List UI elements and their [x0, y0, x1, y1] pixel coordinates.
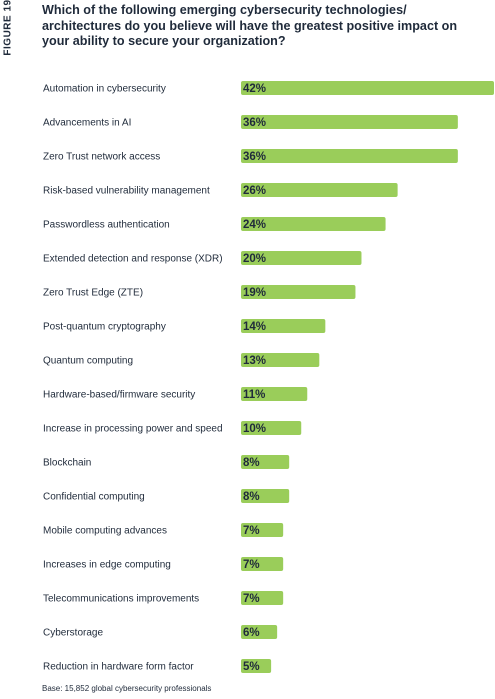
category-label: Increase in processing power and speed	[43, 424, 223, 435]
bar	[241, 387, 308, 401]
bar	[241, 353, 320, 367]
value-label: 36%	[243, 151, 266, 163]
bar	[241, 149, 458, 163]
category-label: Cyberstorage	[43, 628, 103, 639]
value-label: 13%	[243, 355, 266, 367]
category-label: Extended detection and response (XDR)	[43, 254, 223, 265]
bar	[241, 625, 278, 639]
value-label: 20%	[243, 253, 266, 265]
category-label: Quantum computing	[43, 356, 133, 367]
value-label: 36%	[243, 117, 266, 129]
bar	[241, 523, 284, 537]
category-label: Confidential computing	[43, 492, 145, 503]
bar	[241, 319, 326, 333]
category-label: Telecommunications improvements	[43, 594, 199, 605]
bar	[241, 285, 356, 299]
value-label: 14%	[243, 321, 266, 333]
base-footnote: Base: 15,852 global cybersecurity profes…	[42, 684, 212, 693]
category-label: Zero Trust network access	[43, 152, 160, 163]
category-label: Passwordless authentication	[43, 220, 170, 231]
category-label: Reduction in hardware form factor	[43, 662, 194, 673]
value-label: 19%	[243, 287, 266, 299]
category-label: Risk-based vulnerability management	[43, 186, 210, 197]
bar	[241, 591, 284, 605]
bar	[241, 251, 362, 265]
bar	[241, 489, 290, 503]
bar	[241, 455, 290, 469]
value-label: 26%	[243, 185, 266, 197]
category-label: Mobile computing advances	[43, 526, 167, 537]
category-label: Post-quantum cryptography	[43, 322, 166, 333]
category-label: Zero Trust Edge (ZTE)	[43, 288, 143, 299]
category-label: Advancements in AI	[43, 118, 131, 129]
bar	[241, 183, 398, 197]
value-label: 7%	[243, 593, 260, 605]
bar	[241, 557, 284, 571]
value-label: 6%	[243, 627, 260, 639]
value-label: 42%	[243, 83, 266, 95]
bar	[241, 81, 494, 95]
value-label: 8%	[243, 491, 260, 503]
category-label: Blockchain	[43, 458, 91, 469]
category-label: Automation in cybersecurity	[43, 84, 166, 95]
bar	[241, 115, 458, 129]
value-label: 11%	[243, 389, 265, 401]
value-label: 5%	[243, 661, 260, 673]
bar	[241, 659, 272, 673]
category-label: Increases in edge computing	[43, 560, 171, 571]
value-label: 7%	[243, 525, 260, 537]
chart-title: Which of the following emerging cybersec…	[42, 3, 458, 48]
value-label: 7%	[243, 559, 260, 571]
value-label: 8%	[243, 457, 260, 469]
category-label: Hardware-based/firmware security	[43, 390, 195, 401]
bar	[241, 217, 386, 231]
value-label: 24%	[243, 219, 266, 231]
value-label: 10%	[243, 423, 266, 435]
bar	[241, 421, 302, 435]
